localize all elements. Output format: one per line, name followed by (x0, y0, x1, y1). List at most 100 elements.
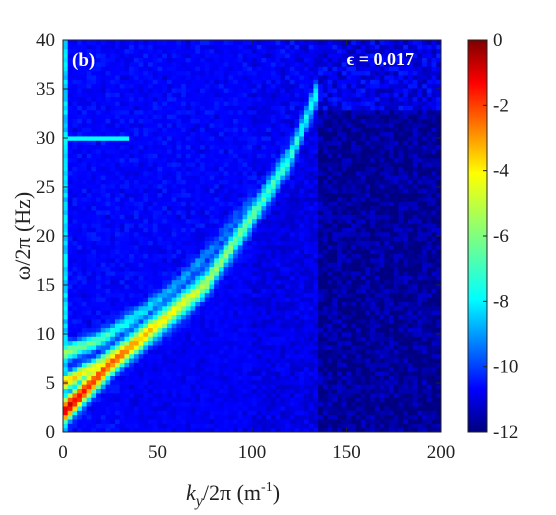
heatmap-cell (105, 340, 111, 346)
heatmap-cell (110, 371, 116, 376)
heatmap-cell (152, 371, 159, 376)
heatmap-cell (148, 214, 154, 220)
heatmap-cell (242, 127, 248, 133)
heatmap-cell (171, 114, 177, 119)
heatmap-cell (100, 192, 107, 198)
heatmap-cell (233, 79, 239, 85)
heatmap-cell (133, 292, 140, 298)
heatmap-cell (63, 327, 69, 333)
heatmap-cell (100, 410, 107, 416)
heatmap-cell (190, 153, 196, 159)
heatmap-cell (242, 96, 248, 102)
heatmap-cell (119, 109, 126, 115)
heatmap-cell (81, 205, 88, 211)
heatmap-cell (223, 105, 229, 111)
heatmap-cell (190, 192, 196, 198)
heatmap-cell (143, 379, 149, 385)
heatmap-cell (181, 375, 187, 381)
heatmap-cell (67, 397, 74, 403)
heatmap-cell (162, 61, 168, 67)
heatmap-cell (124, 70, 130, 76)
heatmap-cell (190, 161, 196, 167)
heatmap-cell (72, 349, 78, 355)
heatmap-cell (322, 397, 329, 403)
heatmap-cell (237, 401, 244, 407)
heatmap-cell (318, 236, 324, 241)
heatmap-cell (119, 323, 126, 329)
heatmap-cell (270, 61, 277, 67)
heatmap-cell (285, 96, 291, 102)
heatmap-cell (143, 166, 149, 172)
heatmap-cell (77, 209, 83, 215)
heatmap-cell (171, 305, 177, 311)
heatmap-cell (181, 205, 187, 211)
heatmap-cell (67, 201, 74, 207)
heatmap-cell (308, 114, 315, 119)
heatmap-cell (138, 196, 144, 202)
heatmap-cell (96, 310, 102, 315)
heatmap-cell (303, 366, 310, 372)
heatmap-cell (303, 170, 310, 176)
heatmap-cell (237, 414, 244, 420)
heatmap-cell (270, 127, 277, 133)
heatmap-cell (124, 175, 130, 180)
heatmap-cell (233, 349, 239, 355)
heatmap-cell (171, 105, 177, 111)
heatmap-cell (233, 327, 239, 333)
heatmap-cell (138, 131, 144, 137)
heatmap-cell (152, 144, 159, 150)
heatmap-cell (100, 196, 107, 202)
heatmap-cell (223, 336, 229, 342)
heatmap-cell (266, 148, 272, 154)
heatmap-cell (100, 153, 107, 159)
heatmap-cell (303, 74, 310, 80)
heatmap-cell (228, 222, 234, 228)
heatmap-cell (138, 222, 144, 228)
heatmap-cell (143, 74, 149, 80)
heatmap-cell (204, 222, 211, 228)
heatmap-cell (233, 231, 239, 237)
heatmap-cell (308, 379, 315, 385)
heatmap-cell (176, 57, 182, 63)
heatmap-cell (181, 92, 187, 98)
heatmap-cell (176, 362, 182, 368)
heatmap-cell (162, 323, 168, 329)
heatmap-cell (228, 188, 234, 194)
heatmap-cell (91, 275, 97, 281)
heatmap-cell (157, 87, 163, 93)
heatmap-cell (129, 270, 135, 276)
heatmap-cell (114, 362, 121, 368)
heatmap-cell (190, 292, 196, 298)
heatmap-cell (247, 135, 253, 141)
heatmap-cell (143, 222, 149, 228)
heatmap-cell (105, 344, 111, 350)
heatmap-cell (237, 57, 244, 63)
heatmap-cell (242, 161, 248, 167)
heatmap-cell (237, 44, 244, 50)
heatmap-cell (124, 87, 130, 93)
heatmap-cell (280, 288, 286, 294)
heatmap-cell (171, 222, 177, 228)
heatmap-cell (266, 83, 272, 89)
heatmap-cell (256, 414, 263, 420)
heatmap-cell (242, 305, 248, 311)
heatmap-cell (86, 349, 92, 355)
heatmap-cell (166, 366, 173, 372)
heatmap-cell (152, 57, 159, 63)
heatmap-cell (204, 397, 211, 403)
heatmap-cell (223, 53, 229, 59)
heatmap-cell (237, 127, 244, 133)
heatmap-cell (110, 270, 116, 276)
heatmap-cell (176, 349, 182, 355)
heatmap-cell (209, 53, 215, 59)
heatmap-cell (114, 349, 121, 355)
heatmap-cell (77, 318, 83, 324)
heatmap-cell (233, 353, 239, 359)
heatmap-cell (119, 79, 126, 85)
heatmap-cell (318, 153, 324, 159)
heatmap-cell (72, 357, 78, 363)
heatmap-cell (86, 53, 92, 59)
heatmap-cell (289, 414, 296, 420)
heatmap-cell (110, 423, 116, 429)
heatmap-cell (285, 314, 291, 320)
